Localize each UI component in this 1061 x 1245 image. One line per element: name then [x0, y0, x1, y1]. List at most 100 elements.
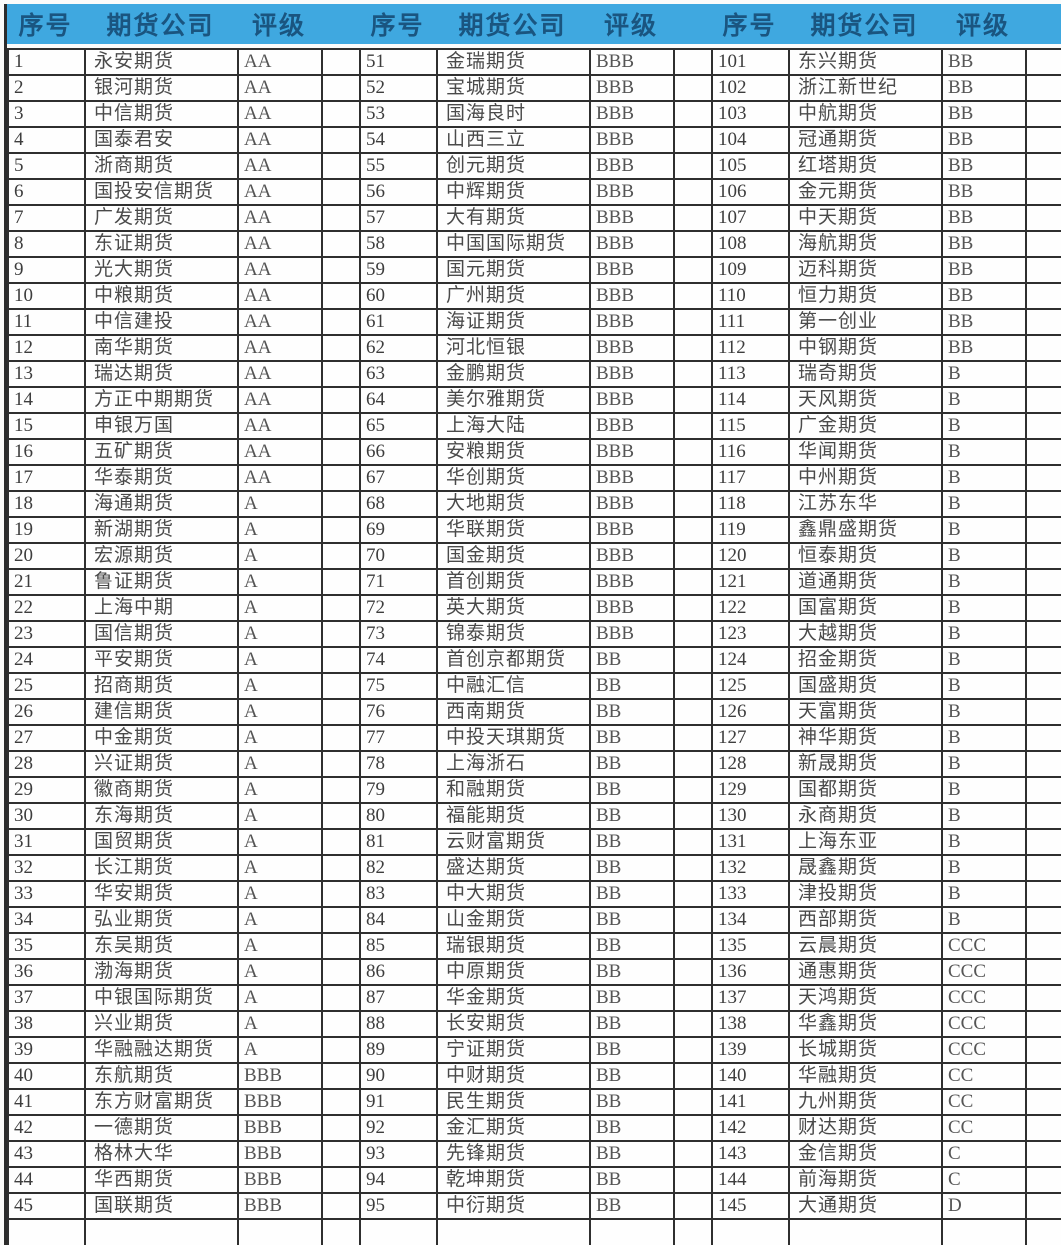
cell-rating: A	[237, 542, 323, 570]
cell-company: 国都期货	[788, 776, 943, 804]
cell-spacer	[1025, 1036, 1061, 1064]
cell-index: 110	[711, 282, 790, 310]
cell-company: 国泰君安	[84, 126, 239, 154]
cell-index: 128	[711, 750, 790, 778]
cell-rating: B	[941, 646, 1027, 674]
cell-spacer	[321, 542, 361, 570]
cell-spacer	[321, 750, 361, 778]
cell-company: 云财富期货	[436, 828, 591, 856]
cell-spacer	[673, 568, 713, 596]
cell-index: 85	[359, 932, 438, 960]
cell-rating: BBB	[237, 1088, 323, 1116]
cell-company: 创元期货	[436, 152, 591, 180]
cell-spacer	[673, 230, 713, 258]
cell-spacer	[673, 854, 713, 882]
cell-company: 东兴期货	[788, 48, 943, 76]
cell-index: 61	[359, 308, 438, 336]
cell-company: 财达期货	[788, 1114, 943, 1142]
cell-rating: AA	[237, 308, 323, 336]
cell-company: 东证期货	[84, 230, 239, 258]
cell-company: 海通期货	[84, 490, 239, 518]
cell-company: 东海期货	[84, 802, 239, 830]
cell-index: 19	[7, 516, 86, 544]
cell-spacer	[673, 958, 713, 986]
cell-index: 101	[711, 48, 790, 76]
cell-spacer	[673, 178, 713, 206]
cell-index: 135	[711, 932, 790, 960]
cell-company: 第一创业	[788, 308, 943, 336]
cell-spacer	[321, 594, 361, 622]
cell-company: 国金期货	[436, 542, 591, 570]
cell-company: 大越期货	[788, 620, 943, 648]
cell-company: 瑞达期货	[84, 360, 239, 388]
cell-spacer	[321, 412, 361, 440]
cell-spacer	[321, 880, 361, 908]
cell-rating: BBB	[589, 360, 675, 388]
cell-spacer	[1025, 308, 1061, 336]
table-row: 23 国信期货 A 73 锦泰期货 BBB 123 大越期货 B	[7, 620, 1061, 648]
cell-company: 宁证期货	[436, 1036, 591, 1064]
cell-company: 天鸿期货	[788, 984, 943, 1012]
cell-company: 中大期货	[436, 880, 591, 908]
cell-rating: BB	[941, 100, 1027, 128]
cell-spacer	[321, 724, 361, 752]
cell-spacer	[1025, 932, 1061, 960]
cell-spacer	[1025, 1192, 1061, 1220]
cell-index: 127	[711, 724, 790, 752]
cell-spacer	[1025, 74, 1061, 102]
cell-spacer	[1025, 1088, 1061, 1116]
table-row: 4 国泰君安 AA 54 山西三立 BBB 104 冠通期货 BB	[7, 126, 1061, 154]
cell-spacer	[673, 672, 713, 700]
cell-index: 6	[7, 178, 86, 206]
cell-company: 长城期货	[788, 1036, 943, 1064]
cell-company: 中财期货	[436, 1062, 591, 1090]
cell-company: 福能期货	[436, 802, 591, 830]
cell-index: 41	[7, 1088, 86, 1116]
cell-rating: AA	[237, 152, 323, 180]
cell-spacer	[673, 1114, 713, 1142]
cell-rating: BB	[589, 1114, 675, 1142]
cell-spacer	[321, 334, 361, 362]
cell-spacer	[673, 308, 713, 336]
cell-spacer	[1025, 126, 1061, 154]
cell-spacer	[673, 48, 713, 76]
table-row	[7, 1218, 1061, 1245]
cell-rating: BBB	[589, 308, 675, 336]
cell-rating: BBB	[237, 1140, 323, 1168]
cell-rating: BB	[941, 334, 1027, 362]
cell-company: 华融期货	[788, 1062, 943, 1090]
cell-company: 红塔期货	[788, 152, 943, 180]
cell-rating: A	[237, 958, 323, 986]
cell-spacer	[673, 438, 713, 466]
table-row: 21 鲁证期货 A 71 首创期货 BBB 121 道通期货 B	[7, 568, 1061, 596]
table-row: 20 宏源期货 A 70 国金期货 BBB 120 恒泰期货 B	[7, 542, 1061, 570]
cell-spacer	[1025, 282, 1061, 310]
cell-spacer	[673, 1218, 713, 1245]
cell-index: 34	[7, 906, 86, 934]
cell-index: 29	[7, 776, 86, 804]
cell-rating: BBB	[237, 1192, 323, 1220]
cell-company: 华闻期货	[788, 438, 943, 466]
cell-index: 25	[7, 672, 86, 700]
cell-company	[436, 1218, 591, 1245]
cell-rating: B	[941, 568, 1027, 596]
cell-rating: BB	[589, 1062, 675, 1090]
cell-company: 国元期货	[436, 256, 591, 284]
cell-rating: BB	[589, 1010, 675, 1038]
cell-index: 63	[359, 360, 438, 388]
cell-company: 新湖期货	[84, 516, 239, 544]
cell-spacer	[321, 178, 361, 206]
cell-index: 144	[711, 1166, 790, 1194]
cell-company: 国信期货	[84, 620, 239, 648]
cell-index: 91	[359, 1088, 438, 1116]
cell-index: 35	[7, 932, 86, 960]
cell-rating: BB	[589, 1140, 675, 1168]
cell-company: 兴业期货	[84, 1010, 239, 1038]
col-header-index: 序号	[18, 12, 73, 40]
cell-spacer	[1025, 906, 1061, 934]
cell-index: 111	[711, 308, 790, 336]
cell-spacer	[673, 906, 713, 934]
cell-rating: BB	[589, 724, 675, 752]
cell-company: 金信期货	[788, 1140, 943, 1168]
cell-index	[711, 1218, 790, 1245]
